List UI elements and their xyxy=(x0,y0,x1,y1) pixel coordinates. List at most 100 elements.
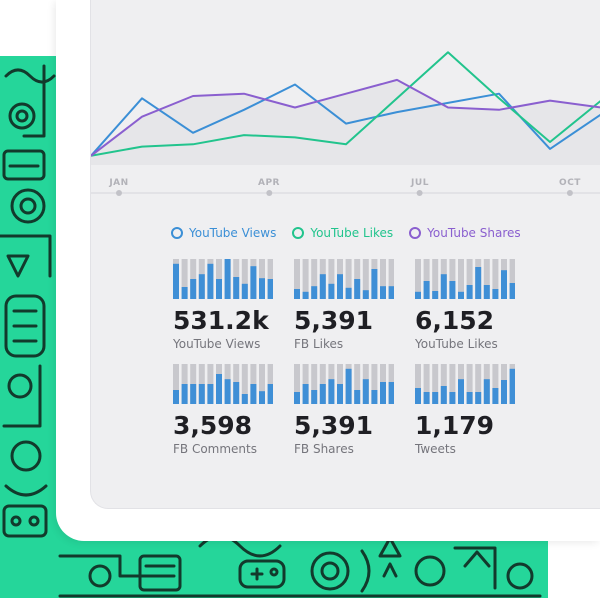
mini-bar-chart xyxy=(294,364,394,404)
stat-tile-fb-likes[interactable]: 5,391 FB Likes xyxy=(294,259,398,351)
bar xyxy=(181,384,188,404)
bar xyxy=(250,384,257,404)
bar xyxy=(483,379,490,404)
bar xyxy=(458,379,464,404)
bar xyxy=(198,274,205,299)
stat-label: FB Shares xyxy=(294,442,354,456)
legend-item-youtube-views[interactable]: YouTube Views xyxy=(171,226,276,240)
bar-track xyxy=(432,259,439,299)
stat-tile-tweets[interactable]: 1,179 Tweets xyxy=(415,364,519,456)
bar xyxy=(233,277,240,299)
bar xyxy=(241,283,248,299)
bar xyxy=(216,279,222,299)
bar-track xyxy=(294,364,300,404)
legend-item-youtube-likes[interactable]: YouTube Likes xyxy=(292,226,393,240)
mini-bar-chart xyxy=(294,259,394,299)
bar-track xyxy=(362,259,369,299)
x-tick-dot xyxy=(416,190,423,196)
mini-bar-chart xyxy=(415,364,515,404)
bar-track xyxy=(432,364,439,404)
bar xyxy=(466,285,473,299)
bar xyxy=(458,291,464,299)
bar xyxy=(198,384,205,404)
doodle-pattern-illustration xyxy=(0,64,542,598)
mini-bar-chart xyxy=(173,364,273,404)
x-tick-dot xyxy=(116,190,122,196)
mini-bar-chart xyxy=(415,259,515,299)
stat-label: FB Comments xyxy=(173,442,257,456)
stat-tile-youtube-likes[interactable]: 6,152 YouTube Likes xyxy=(415,259,519,351)
bar xyxy=(380,382,386,404)
bar xyxy=(302,384,309,404)
bar-track xyxy=(259,364,265,404)
bar-track xyxy=(388,259,394,299)
bar-track xyxy=(294,259,300,299)
stat-label: YouTube Views xyxy=(173,337,261,351)
bar-track xyxy=(492,364,499,404)
bar xyxy=(181,287,188,299)
x-tick-label: APR xyxy=(258,178,280,188)
bar xyxy=(337,384,343,404)
bar xyxy=(267,279,273,299)
bar-track xyxy=(483,259,490,299)
bar xyxy=(207,263,214,299)
legend-label: YouTube Shares xyxy=(427,226,521,240)
bar xyxy=(475,392,482,404)
series-line-youtube-shares[interactable] xyxy=(91,78,600,157)
bar xyxy=(475,267,482,299)
legend-item-youtube-shares[interactable]: YouTube Shares xyxy=(409,226,521,240)
stat-value: 6,152 xyxy=(415,306,495,335)
bar xyxy=(449,281,456,299)
bar xyxy=(415,388,421,404)
bar xyxy=(415,291,421,299)
bar xyxy=(345,287,352,299)
bar xyxy=(371,390,378,404)
bar-track xyxy=(449,259,456,299)
bar-track xyxy=(328,259,335,299)
x-tick-label: JUL xyxy=(411,178,429,188)
bar-track xyxy=(415,364,421,404)
x-tick-label: OCT xyxy=(559,178,581,188)
bar-track xyxy=(181,259,188,299)
stat-tile-youtube-views[interactable]: 531.2k YouTube Views xyxy=(173,259,277,351)
stat-label: Tweets xyxy=(415,442,456,456)
bar xyxy=(501,270,507,299)
bar xyxy=(224,259,231,299)
stat-value: 1,179 xyxy=(415,411,495,440)
bar xyxy=(466,392,473,404)
legend-marker-icon xyxy=(171,227,183,239)
bar xyxy=(345,368,352,404)
bar xyxy=(354,279,361,299)
stat-value: 3,598 xyxy=(173,411,253,440)
series-line-youtube-likes[interactable] xyxy=(91,51,600,157)
legend-label: YouTube Views xyxy=(189,226,277,240)
bar xyxy=(492,388,499,404)
bar xyxy=(319,274,326,299)
stat-tile-fb-comments[interactable]: 3,598 FB Comments xyxy=(173,364,277,456)
legend-marker-icon xyxy=(292,227,305,239)
bar xyxy=(388,286,394,299)
bar-track xyxy=(415,259,421,299)
bar xyxy=(250,266,257,299)
analytics-dashboard-card: JAN APR JUL OCT YouTube Views YouTube Li… xyxy=(90,0,600,509)
bar-track xyxy=(241,364,248,404)
bar xyxy=(328,283,335,299)
bar xyxy=(449,392,456,404)
stat-tile-fb-shares[interactable]: 5,391 FB Shares xyxy=(294,364,398,456)
bar xyxy=(440,274,447,299)
bar xyxy=(294,392,300,404)
bar-track xyxy=(311,259,318,299)
bar-track xyxy=(302,259,309,299)
bar xyxy=(207,384,214,404)
x-tick-dot xyxy=(566,190,573,196)
bar xyxy=(337,274,343,299)
bar xyxy=(483,285,490,299)
bar xyxy=(294,289,300,299)
bar xyxy=(259,278,265,299)
bar-track xyxy=(423,259,430,299)
x-tick-dot xyxy=(266,190,273,196)
stat-value: 5,391 xyxy=(294,306,374,335)
bar-track xyxy=(345,259,352,299)
stat-label: FB Likes xyxy=(294,337,344,351)
bar xyxy=(173,263,179,299)
